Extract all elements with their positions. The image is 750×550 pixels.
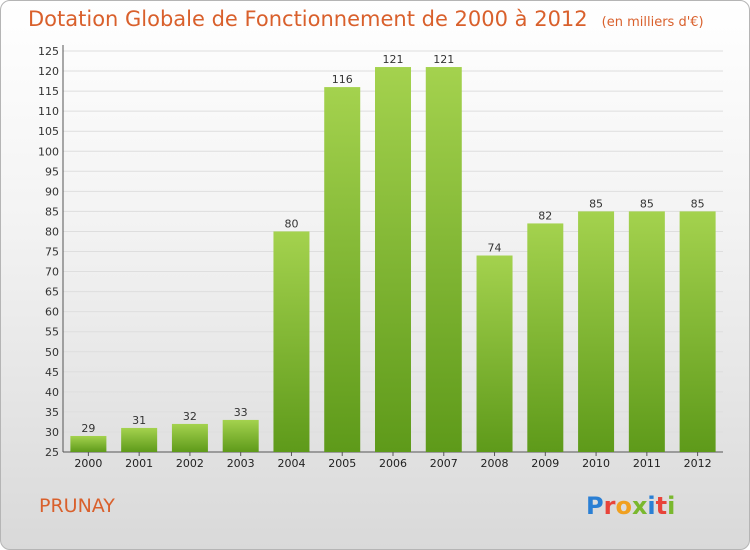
y-tick-label: 120: [38, 65, 59, 78]
x-tick-label: 2012: [684, 457, 712, 470]
bar: [222, 419, 259, 452]
x-tick-label: 2001: [125, 457, 153, 470]
x-tick-label: 2000: [74, 457, 102, 470]
y-tick-label: 40: [45, 386, 59, 399]
y-tick-label: 95: [45, 165, 59, 178]
bar: [527, 223, 564, 452]
data-label: 33: [234, 406, 248, 419]
y-tick-label: 50: [45, 346, 59, 359]
y-tick-label: 80: [45, 225, 59, 238]
bar: [628, 211, 665, 452]
data-label: 121: [433, 53, 454, 66]
y-tick-label: 90: [45, 185, 59, 198]
x-tick-label: 2007: [430, 457, 458, 470]
x-tick-label: 2010: [582, 457, 610, 470]
logo-letter: P: [586, 492, 604, 520]
y-tick-label: 35: [45, 406, 59, 419]
y-tick-label: 110: [38, 105, 59, 118]
data-label: 85: [640, 197, 654, 210]
y-tick-label: 125: [38, 45, 59, 58]
x-tick-labels: 2000 2001 2002 2003 2004 2005 2006 2007 2008 2009…: [74, 452, 712, 470]
y-tick-label: 85: [45, 205, 59, 218]
x-tick-label: 2002: [176, 457, 204, 470]
bar: [273, 231, 310, 452]
chart-title-text: Dotation Globale de Fonctionnement de 20…: [28, 7, 588, 31]
chart-title: Dotation Globale de Fonctionnement de 20…: [28, 7, 704, 31]
y-tick-label: 105: [38, 125, 59, 138]
commune-name: PRUNAY: [39, 495, 115, 517]
logo-letter: r: [603, 492, 616, 520]
data-label: 85: [691, 197, 705, 210]
x-tick-label: 2006: [379, 457, 407, 470]
data-label: 74: [488, 242, 502, 255]
y-tick-label: 25: [45, 446, 59, 459]
data-label: 80: [284, 217, 298, 230]
logo-letter: i: [647, 492, 656, 520]
y-tick-label: 75: [45, 246, 59, 259]
bar: [171, 423, 208, 452]
data-label: 29: [81, 422, 95, 435]
x-tick-label: 2004: [277, 457, 305, 470]
bar: [578, 211, 615, 452]
bar: [121, 427, 158, 452]
bar: [425, 67, 462, 452]
logo-letter: x: [631, 492, 648, 520]
proxiti-logo[interactable]: Proxiti: [586, 492, 675, 520]
data-label: 116: [332, 73, 353, 86]
x-tick-label: 2011: [633, 457, 661, 470]
x-tick-label: 2009: [531, 457, 559, 470]
y-tick-label: 45: [45, 366, 59, 379]
logo-letter: t: [655, 492, 668, 520]
data-label: 85: [589, 197, 603, 210]
data-label: 82: [538, 209, 552, 222]
x-tick-label: 2005: [328, 457, 356, 470]
y-tick-label: 60: [45, 306, 59, 319]
data-labels: 29 31 32 33 80 116 121 121 74 82 85 85 85: [81, 53, 704, 435]
bars: [70, 67, 716, 452]
y-tick-label: 30: [45, 426, 59, 439]
y-tick-label: 100: [38, 145, 59, 158]
bar: [679, 211, 716, 452]
x-tick-label: 2008: [481, 457, 509, 470]
y-tick-labels: 25 30 35 40 45 50 55 60 65 70 75 80 85 90 95 100 105 110 1…: [38, 45, 59, 459]
chart-unit: (en milliers d'€): [601, 15, 704, 30]
y-tick-label: 115: [38, 85, 59, 98]
data-label: 121: [383, 53, 404, 66]
y-tick-label: 70: [45, 266, 59, 279]
logo-letter: i: [667, 492, 676, 520]
logo-letter: o: [615, 492, 632, 520]
bar: [70, 435, 107, 452]
y-tick-label: 55: [45, 326, 59, 339]
bar: [476, 255, 513, 452]
y-tick-label: 65: [45, 286, 59, 299]
data-label: 32: [183, 410, 197, 423]
bar: [375, 67, 411, 452]
bar: [324, 87, 361, 452]
x-tick-label: 2003: [227, 457, 255, 470]
data-label: 31: [132, 414, 146, 427]
